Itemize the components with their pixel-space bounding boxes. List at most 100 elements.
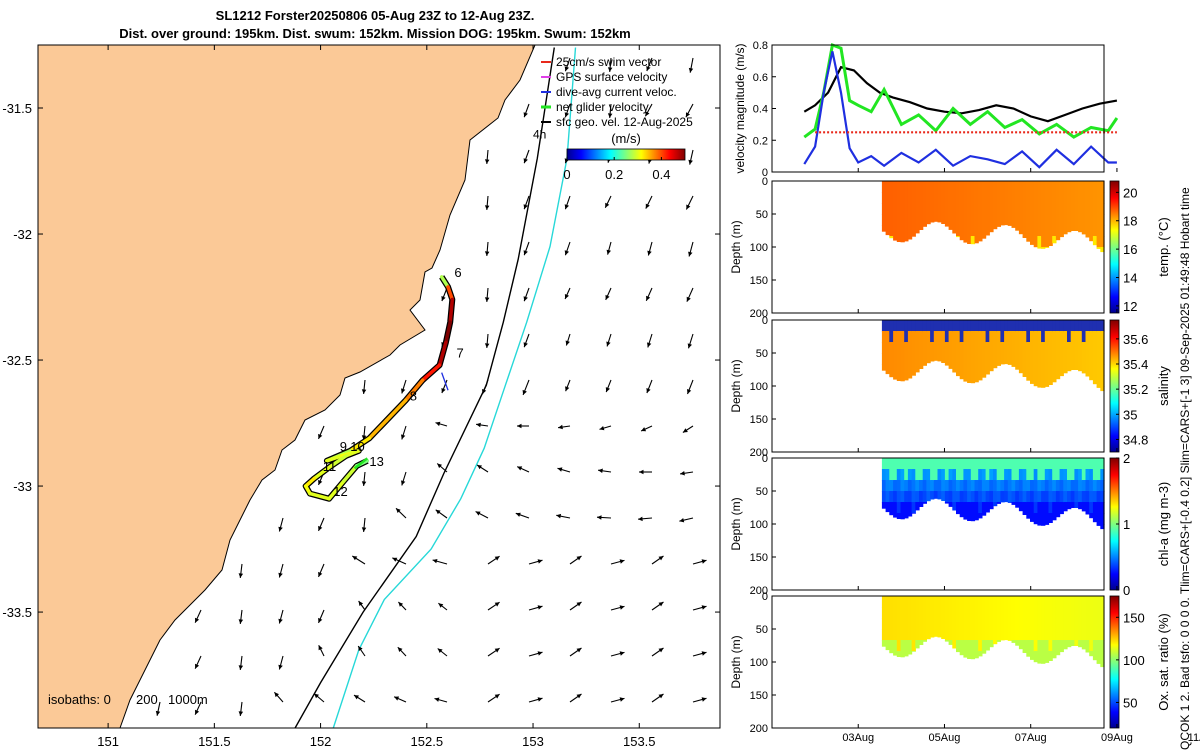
chl-a-section-cell: [1063, 491, 1068, 503]
chl-a-section-cell: [1063, 502, 1068, 512]
chl-a-section-cell: [978, 469, 983, 481]
salinity-section-cell: [959, 342, 964, 354]
temperature-section-ytick-label: 200: [750, 308, 768, 320]
temperature-section-cell: [952, 225, 957, 234]
salinity-section-cell: [1055, 331, 1061, 343]
salinity-section-cell: [926, 331, 931, 343]
surface-velocity-arrowhead: [318, 571, 323, 577]
chl-a-section-cell: [996, 469, 1001, 481]
salinity-section-cell: [896, 364, 902, 376]
surface-velocity-arrowhead: [557, 467, 563, 472]
salinity-section-cell: [1022, 375, 1027, 377]
salinity-section-cell: [881, 320, 887, 332]
chl-a-section-cell: [970, 513, 976, 522]
temperature-section-cell: [1037, 225, 1042, 237]
salinity-section-cell: [1089, 320, 1094, 332]
salinity-section-cell: [1096, 342, 1101, 354]
temperature-section-cell: [1055, 192, 1061, 204]
oxygen-section-cell: [1085, 651, 1090, 653]
salinity-section-cell: [1059, 364, 1064, 376]
oxygen-section-cell: [1070, 629, 1075, 641]
salinity-section-cell: [1026, 342, 1031, 354]
temperature-section-cell: [1096, 203, 1101, 215]
chl-a-section-cell: [889, 513, 894, 516]
salinity-section-cell: [959, 353, 964, 365]
chl-a-section-cell: [937, 491, 942, 500]
temperature-section-cell: [911, 225, 916, 237]
oxygen-section-cell: [896, 640, 902, 652]
chl-a-section-cell: [970, 491, 976, 503]
salinity-section-cell: [911, 331, 916, 343]
oxygen-section-cell: [1085, 629, 1090, 641]
chl-a-section-cell: [963, 458, 968, 470]
chl-a-section-cell: [926, 491, 931, 502]
temperature-section-cell: [963, 203, 968, 215]
salinity-section-cell: [1033, 364, 1038, 376]
chl-a-section-cell: [893, 480, 898, 492]
oxygen-section-cell: [970, 651, 976, 660]
chl-a-section-cell: [1041, 513, 1046, 525]
surface-velocity-arrowhead: [494, 694, 500, 699]
salinity-section-cell: [1052, 353, 1057, 365]
temperature-section-cell: [1078, 214, 1083, 226]
salinity-section-cell: [1037, 342, 1042, 354]
temperature-section-cell: [985, 181, 990, 193]
oxygen-section-cell: [1030, 618, 1035, 630]
chl-a-section-cell: [967, 469, 972, 481]
surface-velocity-arrowhead: [645, 203, 650, 209]
surface-velocity-arrowhead: [318, 645, 323, 651]
temperature-section-cell: [1081, 225, 1087, 235]
salinity-section-cell: [956, 375, 961, 377]
day-label: 6: [454, 265, 461, 280]
oxygen-section-cell: [1004, 629, 1009, 641]
chl-a-section-cell: [1092, 491, 1098, 503]
salinity-section-cell: [930, 353, 935, 362]
surface-velocity-arrowhead: [318, 479, 323, 485]
title-line-2: Dist. over ground: 195km. Dist. swum: 15…: [119, 26, 631, 41]
map-ytick-label: -32.5: [2, 353, 32, 368]
surface-velocity-arrowhead: [441, 296, 446, 301]
chl-a-section-cell: [1059, 480, 1064, 492]
oxygen-section-cell: [989, 629, 994, 641]
oxygen-section-cell: [993, 596, 998, 608]
salinity-section-cell: [937, 353, 942, 362]
oxygen-section-cell: [967, 596, 972, 608]
salinity-section-cell: [978, 331, 983, 343]
salinity-section-cell: [893, 353, 898, 365]
salinity-section-cell: [1067, 320, 1072, 332]
oxygen-section-cell: [981, 640, 987, 652]
temperature-section-cell: [1000, 214, 1005, 226]
chl-a-section-cell: [1059, 491, 1064, 503]
chl-a-section-cell: [1044, 469, 1050, 481]
oxygen-section-cell: [933, 629, 939, 637]
oxygen-section-cell: [1007, 629, 1013, 641]
surface-velocity-arrowhead: [646, 66, 651, 71]
temperature-section-cell: [937, 192, 942, 204]
chl-a-section-cell: [1052, 513, 1057, 521]
chl-a-section-cell: [1067, 480, 1072, 492]
temperature-section-cell: [1100, 236, 1105, 248]
salinity-section-cell: [1052, 364, 1057, 376]
chl-a-section-cell: [1044, 502, 1050, 514]
oxygen-section-cell: [1030, 607, 1035, 619]
salinity-section-cell: [933, 342, 939, 354]
oxygen-section-cell: [944, 629, 950, 641]
temperature-section-cell: [1037, 192, 1042, 204]
salinity-section-cell: [907, 375, 913, 379]
salinity-section-cell: [1081, 342, 1087, 354]
temperature-section-cell: [967, 225, 972, 237]
chl-a-section-cell: [959, 480, 964, 492]
temperature-section-cell: [1018, 203, 1024, 215]
temperature-section-cell: [967, 214, 972, 226]
chl-a-section-cell: [1070, 502, 1075, 508]
temperature-section-cell: [1092, 225, 1098, 237]
salinity-section-ytick-label: 100: [750, 381, 768, 393]
oxygen-section-cell: [1059, 607, 1064, 619]
oxygen-section-cell: [937, 629, 942, 638]
chl-a-section-cell: [1011, 502, 1016, 505]
oxygen-section-cell: [1055, 640, 1061, 652]
oxygen-section-cell: [1070, 607, 1075, 619]
oxygen-section-cell: [1007, 596, 1013, 608]
oxygen-section-cell: [1100, 607, 1105, 619]
salinity-section-cell: [1052, 375, 1057, 383]
